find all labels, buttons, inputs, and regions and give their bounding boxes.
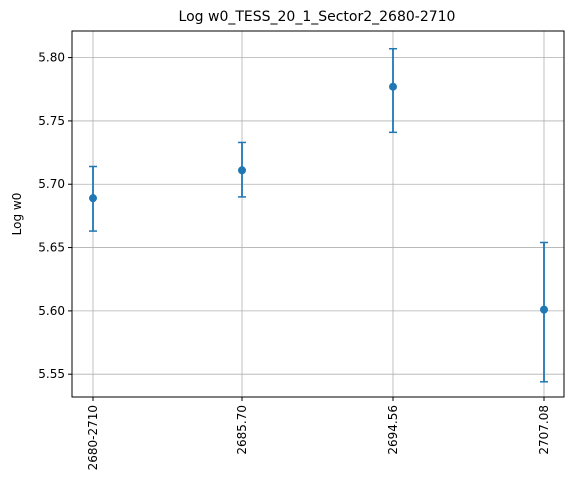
x-ticks: 2680-2710 2685.70 2694.56 2707.08 [86,397,551,470]
x-tick-label: 2707.08 [537,405,551,455]
chart-title: Log w0_TESS_20_1_Sector2_2680-2710 [179,9,456,25]
x-tick-label: 2694.56 [386,405,400,455]
grid [72,31,564,397]
y-tick-label: 5.70 [38,177,65,191]
y-tick-label: 5.55 [38,367,65,381]
y-ticks: 5.55 5.60 5.65 5.70 5.75 5.80 [38,51,72,382]
x-tick-label: 2685.70 [235,405,249,455]
data-point [89,194,97,202]
data-point [238,166,246,174]
y-tick-label: 5.65 [38,241,65,255]
data-point [540,306,548,314]
x-tick-label: 2680-2710 [86,405,100,470]
data-marks [89,49,548,382]
y-axis-label: Log w0 [10,193,24,236]
y-tick-label: 5.80 [38,51,65,65]
plot-frame [72,31,564,397]
data-point [389,83,397,91]
y-tick-label: 5.60 [38,304,65,318]
y-tick-label: 5.75 [38,114,65,128]
